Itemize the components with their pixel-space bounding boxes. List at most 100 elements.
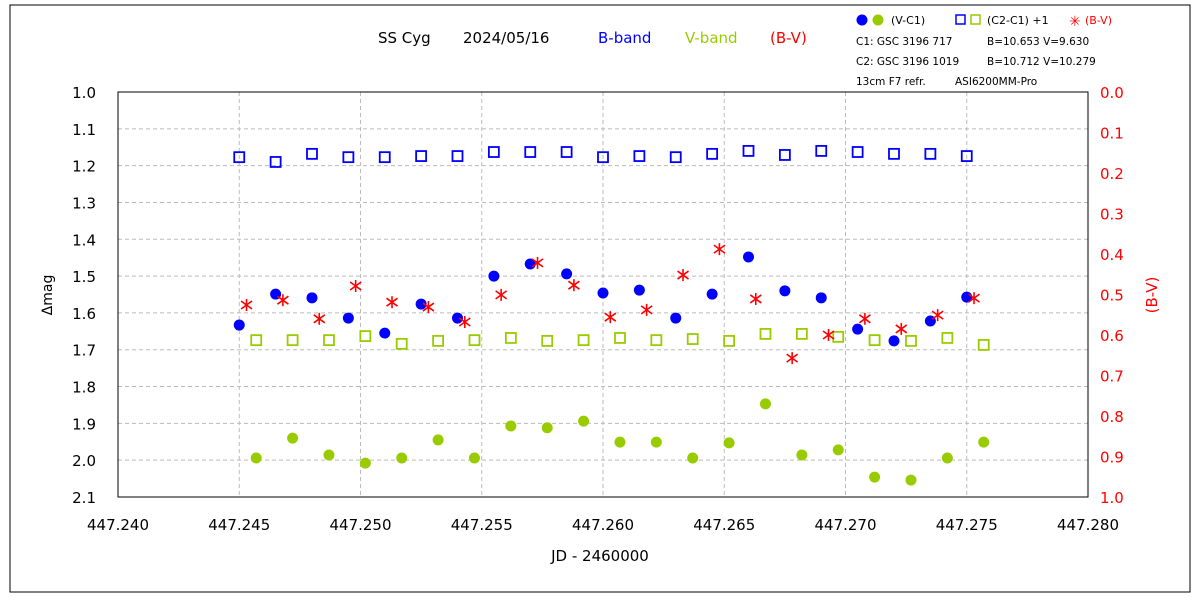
- data-point: [349, 279, 362, 292]
- data-point: [505, 420, 517, 432]
- x-tick-label: 447.240: [87, 516, 149, 534]
- series--b-v-: [240, 243, 980, 365]
- data-point: [687, 452, 699, 464]
- data-point: [706, 147, 719, 160]
- title-object: SS Cyg: [378, 29, 431, 47]
- data-point: [432, 434, 444, 446]
- data-point: [778, 149, 791, 161]
- x-axis-label: JD - 2460000: [550, 547, 649, 565]
- data-point: [379, 327, 391, 339]
- data-point: [342, 151, 355, 164]
- y-tick-label: 1.3: [72, 194, 96, 212]
- data-point: [686, 333, 699, 345]
- data-point: [597, 287, 609, 299]
- x-tick-label: 447.250: [329, 516, 391, 534]
- data-point: [269, 156, 282, 168]
- data-point: [960, 150, 973, 162]
- data-point: [604, 311, 617, 324]
- x-tick-label: 447.245: [208, 516, 270, 534]
- data-point: [250, 452, 262, 464]
- data-point: [677, 269, 689, 282]
- data-point: [233, 151, 246, 164]
- data-point: [723, 334, 735, 347]
- data-point: [359, 330, 372, 343]
- title-b-band: B-band: [598, 29, 651, 47]
- data-point: [742, 145, 755, 157]
- plot-frame: [117, 91, 1089, 498]
- data-point: [561, 268, 573, 280]
- data-point: [796, 449, 808, 461]
- data-point: [432, 334, 445, 347]
- data-point: [795, 327, 808, 340]
- data-point: [487, 146, 500, 158]
- y-tick-label: 2.1: [72, 489, 96, 507]
- legend-vc1: (V-C1): [891, 14, 925, 27]
- title-v-band: V-band: [685, 29, 738, 47]
- title-date: 2024/05/16: [463, 29, 549, 47]
- data-point: [669, 151, 682, 164]
- data-point: [888, 147, 900, 160]
- data-point: [306, 147, 318, 160]
- y2-tick-labels: 0.0 0.1 0.2 0.3 0.4 0.5 0.6 0.7 0.8 0.9 1.0: [1100, 84, 1124, 507]
- data-point: [378, 151, 391, 164]
- data-point: [832, 444, 844, 456]
- data-point: [359, 457, 371, 469]
- outer-frame: [9, 4, 1191, 593]
- data-point: [396, 452, 408, 464]
- data-point: [313, 312, 326, 325]
- legend-marker-v-dot: [872, 14, 884, 26]
- legend-telescope: 13cm F7 refr.: [856, 76, 926, 88]
- data-point: [858, 312, 871, 325]
- legend-marker-b-square: [955, 14, 966, 25]
- y2-axis-label: (B-V): [1143, 277, 1161, 314]
- data-point: [852, 323, 864, 335]
- y2-tick-label: 0.5: [1100, 287, 1124, 305]
- y-tick-label: 1.7: [72, 342, 96, 360]
- data-point: [531, 256, 544, 269]
- y-tick-label: 2.0: [72, 452, 96, 470]
- data-point: [633, 284, 645, 296]
- data-point: [240, 299, 253, 312]
- y-tick-label: 1.1: [72, 121, 96, 139]
- data-point: [276, 294, 289, 307]
- y-tick-label: 1.4: [72, 231, 96, 249]
- data-point: [458, 316, 471, 329]
- data-point: [597, 151, 609, 164]
- grid: [118, 92, 1088, 497]
- data-point: [905, 334, 917, 347]
- data-point: [524, 146, 537, 158]
- legend-bv: (B-V): [1085, 14, 1112, 27]
- x-tick-labels: 447.240 447.245 447.250 447.255 447.260 447.2…: [87, 516, 1119, 534]
- y-tick-labels: 1.0 1.1 1.2 1.3 1.4 1.5 1.6 1.7 1.8 1.9 2.0 2.1: [72, 84, 96, 507]
- data-point: [495, 288, 508, 301]
- data-point: [941, 452, 953, 464]
- legend-c2-name: C2: GSC 3196 1019: [856, 56, 959, 68]
- legend-c2c1: (C2-C1) +1: [987, 14, 1049, 27]
- data-point: [931, 309, 944, 322]
- legend-c1-name: C1: GSC 3196 717: [856, 36, 952, 48]
- title-bv: (B-V): [770, 29, 807, 47]
- data-point: [815, 145, 828, 157]
- legend-marker-asterisk: ✳: [1069, 14, 1081, 30]
- data-point: [395, 337, 408, 350]
- data-point: [560, 146, 573, 158]
- data-point: [868, 334, 881, 347]
- data-point: [706, 288, 718, 300]
- data-point: [578, 415, 590, 427]
- x-tick-label: 447.280: [1057, 516, 1119, 534]
- y-tick-label: 1.8: [72, 379, 96, 397]
- data-point: [250, 334, 263, 347]
- y2-tick-label: 0.8: [1100, 408, 1124, 426]
- data-point: [541, 422, 553, 434]
- data-point: [713, 243, 726, 256]
- data-point: [386, 296, 398, 309]
- x-tick-label: 447.275: [936, 516, 998, 534]
- legend-c1-mags: B=10.653 V=9.630: [987, 36, 1089, 48]
- data-point: [905, 474, 917, 486]
- data-point: [306, 292, 318, 304]
- data-point: [451, 150, 464, 162]
- x-tick-label: 447.255: [451, 516, 513, 534]
- x-tick-label: 447.260: [572, 516, 634, 534]
- data-point: [422, 301, 435, 314]
- series-v-band-c2-c1-1: [250, 327, 990, 351]
